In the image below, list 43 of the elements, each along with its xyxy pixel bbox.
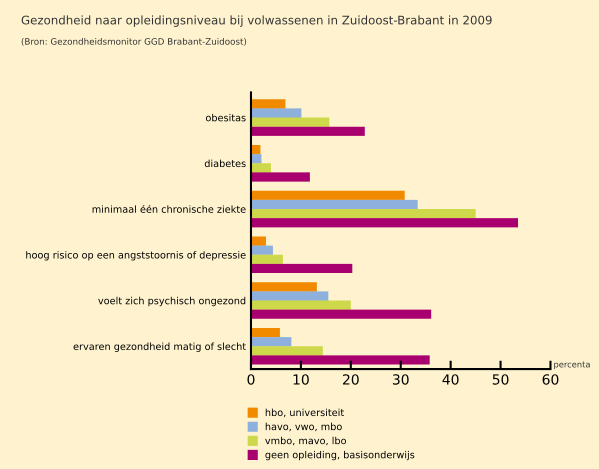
legend-label: hbo, universiteit: [266, 408, 344, 418]
bar: [250, 218, 518, 228]
bar: [250, 118, 330, 127]
y-tick-label: ervaren gezondheid matig of slecht: [74, 342, 246, 352]
bar: [250, 154, 262, 164]
bar: [250, 291, 328, 300]
bar: [250, 300, 351, 310]
bar: [250, 282, 317, 292]
bar: [250, 236, 266, 246]
bar: [250, 108, 302, 118]
legend-label: geen opleiding, basisonderwijs: [265, 450, 414, 460]
bar: [250, 328, 280, 338]
x-tick-label: 10: [294, 374, 309, 385]
x-tick-label: 60: [542, 374, 558, 385]
bar: [250, 246, 273, 255]
bar: [250, 163, 271, 172]
legend-label: vmbo, mavo, lbo: [265, 436, 346, 446]
y-tick-label: minimaal één chronische ziekte: [92, 204, 246, 213]
bar: [250, 190, 405, 200]
bar: [250, 172, 310, 182]
x-tick-label: 20: [342, 374, 359, 385]
text: (Bron: Gezondheidsmonitor GGD Brabant-Zuidoost): [22, 38, 246, 46]
x-tick-label: 30: [392, 374, 409, 385]
bar: [250, 254, 283, 264]
chart-title: Gezondheid naar opleidingsniveau bij volwassenen in Zuidoost-Brabant in 2009: [22, 15, 492, 27]
bar: [250, 209, 476, 218]
bar: [250, 264, 352, 274]
y-tick-label: obesitas: [206, 114, 246, 122]
x-tick-label: 40: [442, 374, 459, 385]
bar: [250, 346, 323, 356]
x-tick-label: 0: [247, 374, 254, 385]
bar: [250, 126, 365, 136]
bar: [250, 355, 430, 365]
y-tick-label: voelt zich psychisch ongezond: [98, 296, 246, 306]
legend-label: havo, vwo, mbo: [266, 422, 342, 432]
bar: [250, 99, 286, 108]
bar: [250, 200, 418, 210]
x-axis-title: percenta: [554, 362, 590, 370]
x-tick-label: 50: [492, 374, 508, 385]
y-tick-label: diabetes: [204, 160, 246, 168]
y-tick-label: hoog risico op een angststoornis of depressie: [26, 251, 246, 260]
bar: [250, 310, 432, 319]
bar: [250, 337, 292, 346]
